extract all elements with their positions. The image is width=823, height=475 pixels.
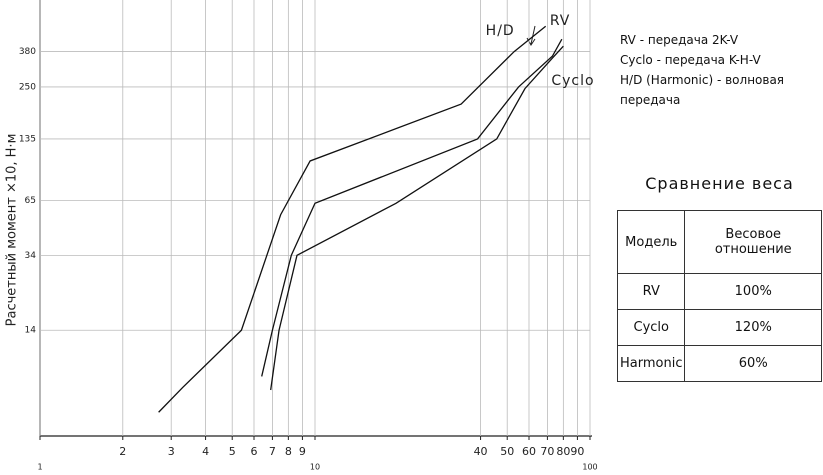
table-cell: 100% bbox=[684, 273, 822, 310]
notes: RV - передача 2K-V Cyclo - передача K-H-V… bbox=[620, 30, 815, 110]
x-tick-label: 70 bbox=[540, 445, 554, 458]
note: Cyclo - передача K-H-V bbox=[620, 53, 761, 67]
table-title: Сравнение веса bbox=[645, 174, 794, 193]
x-tick-label: 40 bbox=[474, 445, 488, 458]
table-cell: 120% bbox=[684, 309, 822, 346]
y-tick-label: 380 bbox=[19, 47, 36, 57]
x-tick-label: 2 bbox=[119, 445, 126, 458]
x-tick-label: 7 bbox=[269, 445, 276, 458]
y-tick-label: 14 bbox=[25, 326, 37, 336]
x-tick-label: 10 bbox=[310, 463, 320, 472]
x-tick-label: 9 bbox=[299, 445, 306, 458]
chart: Расчетный момент ×10, Н·м 14346513525038… bbox=[5, 0, 598, 472]
table-row: Cyclo 120% bbox=[616, 309, 822, 346]
y-tick-label: 250 bbox=[19, 82, 36, 92]
x-tick-label: 60 bbox=[522, 445, 536, 458]
x-tick-label: 4 bbox=[202, 445, 209, 458]
note: RV - передача 2K-V bbox=[620, 33, 739, 47]
table-row: Harmonic 60% bbox=[616, 345, 822, 382]
x-tick-label: 80 bbox=[556, 445, 570, 458]
table-cell: Модель bbox=[616, 210, 686, 274]
series-label: Cyclo bbox=[551, 73, 594, 89]
table-cell: Весовое отношение bbox=[684, 210, 822, 274]
table-row: RV 100% bbox=[616, 273, 822, 310]
x-tick-label: 1 bbox=[37, 463, 42, 472]
series-line bbox=[270, 45, 564, 391]
x-tick-label: 6 bbox=[250, 445, 257, 458]
table-cell: 60% bbox=[684, 345, 822, 382]
table-cell: Harmonic bbox=[616, 345, 686, 382]
x-tick-label: 100 bbox=[582, 463, 597, 472]
series-label: RV bbox=[550, 13, 571, 29]
x-tick-label: 5 bbox=[229, 445, 236, 458]
y-tick-label: 65 bbox=[25, 196, 36, 206]
table-cell: RV bbox=[616, 273, 686, 310]
x-tick-label: 90 bbox=[570, 445, 584, 458]
x-tick-label: 3 bbox=[168, 445, 175, 458]
table-row: Модель Весовое отношение bbox=[616, 210, 822, 274]
series-line bbox=[158, 25, 547, 413]
series-line bbox=[261, 38, 563, 377]
weight-table: Модель Весовое отношение RV 100% Cyclo 120% Ha… bbox=[616, 210, 822, 382]
y-axis-label: Расчетный момент ×10, Н·м bbox=[5, 134, 20, 327]
y-tick-label: 34 bbox=[25, 251, 37, 261]
note: H/D (Harmonic) - волновая передача bbox=[620, 73, 785, 107]
table-cell: Cyclo bbox=[616, 309, 686, 346]
y-tick-label: 135 bbox=[19, 134, 36, 144]
series-label: H/D bbox=[486, 23, 515, 39]
x-tick-label: 8 bbox=[285, 445, 292, 458]
x-tick-label: 50 bbox=[500, 445, 514, 458]
